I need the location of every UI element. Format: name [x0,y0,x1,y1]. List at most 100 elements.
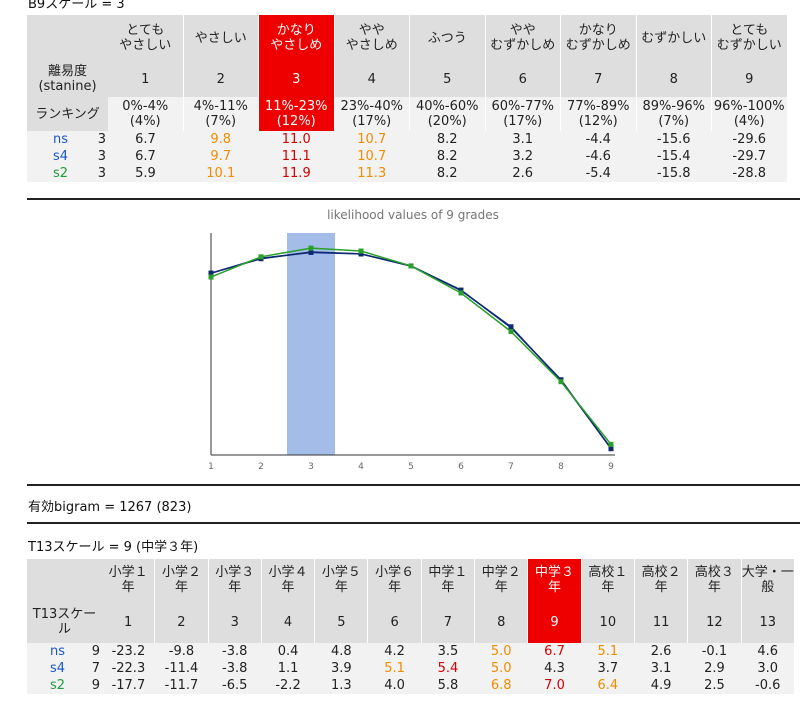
series-name: s4 [52,149,69,164]
value-cell: 2.6 [485,165,561,182]
value-cell: 10.1 [183,165,259,182]
value-cell: 8.2 [409,165,485,182]
table-row: s2 9 -17.7 -11.7 -6.5 -2.2 1.3 4.0 5.8 6.8 7.0 6.4 4… [27,677,795,694]
likelihood-chart: 1 2 3 4 5 6 7 8 9 [208,233,615,472]
value-cell: 5.8 [421,677,475,694]
series-name: ns [49,644,65,659]
data-point-s2 [358,248,364,254]
value-cell: -3.8 [208,643,262,660]
column-header: 大学・一般 [741,559,795,601]
grade-cell: 2 [154,601,209,643]
series-label: s2 3 [27,165,108,182]
value-cell: 3.1 [634,660,688,677]
value-cell: -15.6 [636,131,712,148]
value-cell: -29.7 [711,148,787,165]
ranking-cell: 11%-23% (12%) [258,97,335,131]
value-cell: 6.7 [527,643,582,660]
ranking-cell: 4%-11% (7%) [183,97,259,131]
grade-cell: 3 [208,601,262,643]
table-corner [27,559,102,601]
column-header: ふつう [409,15,486,61]
x-tick-label: 7 [508,462,514,472]
ranking-cell: 89%-96% (7%) [636,97,712,131]
series-name: s2 [49,678,66,693]
value-cell: 10.7 [334,148,410,165]
value-cell: 7.0 [527,677,582,694]
grade-cell: 1 [102,601,156,643]
data-point-s4 [508,325,514,331]
t13-table: 小学１ 年小学２ 年小学３ 年小学４ 年小学５ 年小学６ 年中学１ 年中学２ 年中学３ 年高校１ 年… [27,559,795,694]
value-cell: -0.1 [687,643,742,660]
value-cell: 3.7 [581,660,635,677]
data-point-s2 [608,441,614,447]
data-point-s2 [408,263,414,269]
value-cell: 2.6 [634,643,688,660]
column-header: とても むずかしい [711,15,788,61]
chart-title: likelihood values of 9 grades [327,208,499,222]
value-cell: 5.0 [474,643,528,660]
value-cell: -9.8 [154,643,209,660]
ranking-cell: 40%-60% (20%) [409,97,486,131]
value-cell: 5.4 [421,660,475,677]
series-grade: 9 [91,644,100,659]
grade-cell: 11 [634,601,689,643]
value-cell: -28.8 [711,165,787,182]
value-cell: 2.5 [687,677,742,694]
x-tick-label: 4 [358,462,364,472]
grade-cell: 4 [261,601,316,643]
series-label: s2 9 [27,677,102,694]
column-header: 中学３ 年 [527,559,582,601]
series-grade: 9 [91,678,100,693]
column-header: 中学１ 年 [421,559,476,601]
x-tick-label: 5 [408,462,414,472]
data-point-s4 [208,270,214,276]
value-cell: 6.4 [581,677,635,694]
series-name: s2 [52,166,69,181]
grade-cell: 7 [421,601,476,643]
grade-cell: 10 [581,601,635,643]
value-cell: -22.3 [102,660,155,677]
column-header: かなり むずかしめ [560,15,637,61]
highlight-band [287,233,335,455]
grade-cell: 5 [409,61,486,97]
column-header: むずかしい [636,15,712,61]
table-row: s2 3 5.9 10.1 11.9 11.3 8.2 2.6 -5.4 -15.8 -28.8 [27,165,787,182]
value-cell: 11.3 [334,165,410,182]
series-line-ns [210,251,612,449]
table-row: ns 3 6.7 9.8 11.0 10.7 8.2 3.1 -4.4 -15.6 -29.6 [27,131,787,148]
divider [27,198,800,200]
value-cell: 0.4 [261,643,315,660]
value-cell: 6.7 [108,131,183,148]
value-cell: -11.4 [154,660,209,677]
grade-cell: 6 [485,61,561,97]
data-point-s4 [308,249,314,255]
table-row: ns 9 -23.2 -9.8 -3.8 0.4 4.8 4.2 3.5 5.0 6.7 5.1 2.6… [27,643,795,660]
grade-row: T13スケール 1 2 3 4 5 6 7 8 9 10 11 12 13 [27,601,795,643]
grade-cell: 4 [334,61,410,97]
value-cell: -15.8 [636,165,712,182]
data-point-s2 [508,329,514,335]
grade-row: 離易度 (stanine) 1 2 3 4 5 6 7 8 9 [27,61,788,97]
value-cell: 3.2 [485,148,561,165]
divider [27,522,800,524]
value-cell: 1.1 [261,660,315,677]
series-grade: 3 [97,149,106,164]
value-cell: 6.8 [474,677,528,694]
value-cell: -3.8 [208,660,262,677]
grade-cell: 3 [258,61,335,97]
x-tick-label: 1 [208,462,214,472]
column-header: 小学２ 年 [154,559,209,601]
value-cell: -17.7 [102,677,155,694]
grade-cell: 7 [560,61,637,97]
series-label: ns 9 [27,643,102,660]
series-line-s2 [210,247,612,445]
series-grade: 3 [97,166,106,181]
value-cell: 3.9 [314,660,368,677]
x-tick-label: 8 [558,462,564,472]
series-label: ns 3 [27,131,108,148]
value-cell: 6.7 [108,148,183,165]
grade-cell: 9 [711,61,788,97]
x-tick-label: 9 [608,462,614,472]
value-cell: 3.1 [485,131,561,148]
column-header: 小学４ 年 [261,559,316,601]
